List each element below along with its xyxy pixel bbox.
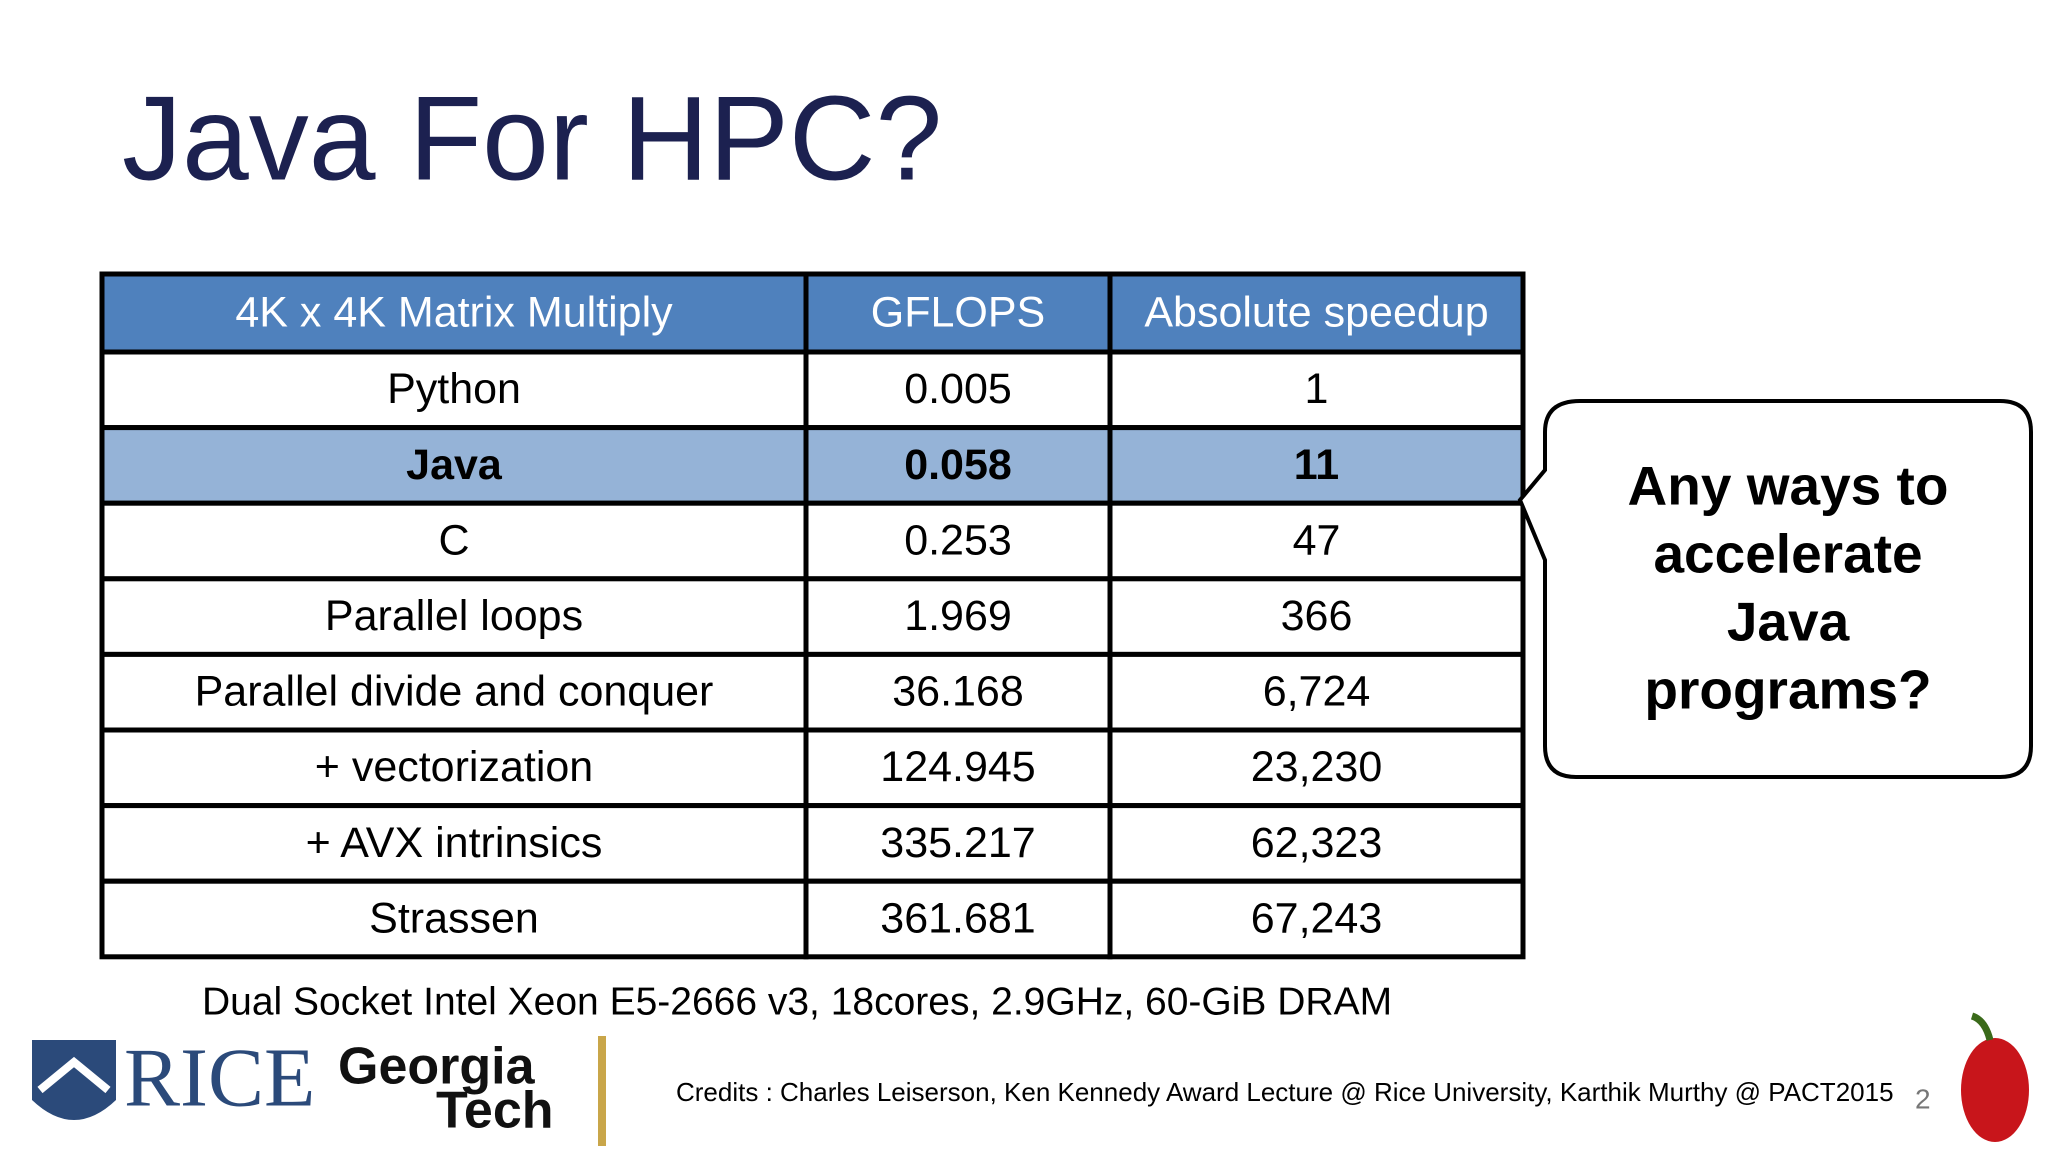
header-text: 4K x 4K Matrix Multiply bbox=[235, 288, 673, 336]
table-cell bbox=[1107, 576, 1526, 657]
cell-text: C bbox=[438, 516, 469, 564]
footnote: Dual Socket Intel Xeon E5-2666 v3, 18cor… bbox=[202, 980, 1392, 1023]
cell-text: Java bbox=[406, 441, 503, 489]
cell-text: Python bbox=[387, 365, 521, 413]
table-cell bbox=[1107, 500, 1526, 582]
page-number: 2 bbox=[1915, 1083, 1931, 1114]
header-cell bbox=[99, 271, 809, 355]
rice-text: RICE bbox=[124, 1031, 315, 1124]
table-cell bbox=[99, 500, 809, 582]
table-cell bbox=[803, 878, 1113, 960]
cell-text: 335.217 bbox=[880, 819, 1035, 867]
table-cell bbox=[1107, 651, 1526, 733]
georgia-text: Georgia bbox=[338, 1038, 536, 1096]
callout-line: Java bbox=[1727, 591, 1850, 653]
rice-chevron bbox=[37, 1056, 111, 1094]
header-cell bbox=[803, 271, 1113, 355]
cell-text: Parallel divide and conquer bbox=[195, 668, 714, 716]
header-text: GFLOPS bbox=[871, 288, 1045, 336]
table-cell bbox=[99, 651, 809, 733]
table-cell bbox=[99, 576, 809, 657]
tech-tower bbox=[598, 1036, 606, 1146]
table-cell bbox=[803, 576, 1113, 657]
cell-text: 1.969 bbox=[904, 592, 1012, 640]
header-cell bbox=[1107, 271, 1526, 355]
cell-text: 11 bbox=[1294, 441, 1339, 489]
callout-line: Any ways to bbox=[1628, 455, 1949, 517]
cell-text: 6,724 bbox=[1263, 668, 1371, 716]
cell-text: 366 bbox=[1281, 592, 1353, 640]
georgia-tech-logo: Georgia Tech bbox=[338, 1036, 606, 1146]
cell-text: 1 bbox=[1305, 365, 1329, 413]
cell-text: 124.945 bbox=[880, 743, 1035, 791]
cell-text: 62,323 bbox=[1251, 819, 1383, 867]
table-cell bbox=[99, 727, 809, 809]
pepper-icon bbox=[1961, 1012, 2029, 1142]
cell-text: Parallel loops bbox=[325, 592, 583, 640]
table-cell bbox=[803, 651, 1113, 733]
cell-text: + vectorization bbox=[315, 743, 593, 791]
table-cell bbox=[99, 878, 809, 960]
callout-line: programs? bbox=[1644, 659, 1931, 721]
pepper-body bbox=[1961, 1038, 2029, 1142]
table-cell bbox=[803, 425, 1113, 506]
header-text: Absolute speedup bbox=[1144, 288, 1488, 336]
table-cell bbox=[1107, 878, 1526, 960]
callout-line: accelerate bbox=[1653, 523, 1922, 585]
table-cell bbox=[803, 803, 1113, 884]
pepper-stem bbox=[1970, 1012, 1994, 1041]
rice-logo: RICE bbox=[32, 1031, 315, 1124]
cell-text: 67,243 bbox=[1251, 894, 1383, 942]
table: 4K x 4K Matrix Multiply GFLOPS Absolute sp… bbox=[99, 271, 1526, 960]
cell-text: 47 bbox=[1293, 516, 1341, 564]
cell-text: 361.681 bbox=[880, 894, 1035, 942]
cell-text: 36.168 bbox=[892, 668, 1024, 716]
slide-title: Java For HPC? bbox=[122, 72, 942, 206]
tech-text: Tech bbox=[436, 1082, 554, 1140]
cell-text: + AVX intrinsics bbox=[306, 819, 603, 867]
rice-shield bbox=[32, 1040, 116, 1120]
credits: Credits : Charles Leiserson, Ken Kennedy… bbox=[676, 1077, 1894, 1107]
callout-bubble bbox=[1517, 399, 2033, 779]
table-cell bbox=[1107, 727, 1526, 809]
table-cell bbox=[1107, 425, 1526, 506]
cell-text: 0.253 bbox=[904, 516, 1012, 564]
table-cell bbox=[1107, 803, 1526, 884]
cell-text: 23,230 bbox=[1251, 743, 1383, 791]
cell-text: 0.058 bbox=[904, 441, 1012, 489]
cell-text: Strassen bbox=[369, 894, 539, 942]
cell-text: 0.005 bbox=[904, 365, 1012, 413]
